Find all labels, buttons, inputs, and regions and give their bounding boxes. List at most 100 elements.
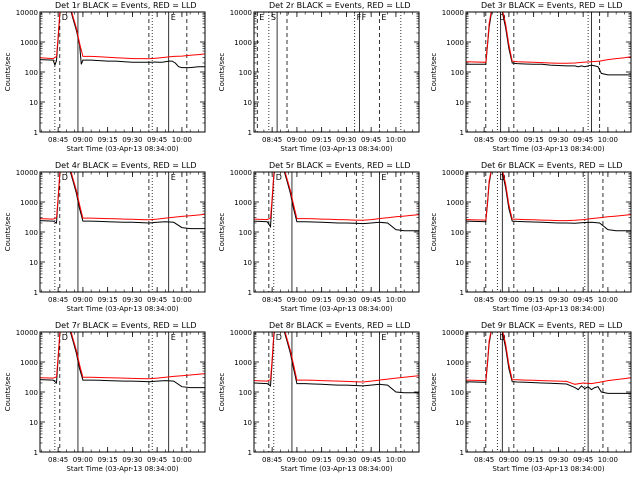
y-tick-label: 1000 xyxy=(20,39,38,47)
chart-title: Det 8r BLACK = Events, RED = LLD xyxy=(269,321,411,330)
x-tick-label: 09:00 xyxy=(73,136,93,144)
y-axis-label: Counts/sec xyxy=(218,53,226,92)
plot-frame xyxy=(253,11,420,133)
plot-frame xyxy=(465,171,632,293)
x-axis-label: Start Time (03-Apr-13 08:34:00) xyxy=(492,465,604,473)
x-tick-label: 09:45 xyxy=(147,456,167,464)
x-tick-label: 09:15 xyxy=(524,456,544,464)
x-tick-label: 08:45 xyxy=(262,296,282,304)
chart-panel: Det 1r BLACK = Events, RED = LLD 1 10 100 10… xyxy=(4,1,206,153)
x-axis-label: Start Time (03-Apr-13 08:34:00) xyxy=(280,465,392,473)
chart-title: Det 2r BLACK = Events, RED = LLD xyxy=(269,1,411,10)
y-tick-label: 1 xyxy=(34,129,38,137)
lld-series-line xyxy=(40,172,205,221)
events-series-line xyxy=(254,172,419,232)
y-tick-label: 1 xyxy=(248,129,252,137)
event-marker-label: E xyxy=(171,13,176,22)
x-tick-label: 09:00 xyxy=(287,136,307,144)
y-tick-label: 1000 xyxy=(234,359,252,367)
lld-series-line xyxy=(466,12,631,64)
lld-series-line xyxy=(466,172,631,222)
x-axis-label: Start Time (03-Apr-13 08:34:00) xyxy=(492,305,604,313)
x-tick-label: 09:45 xyxy=(361,136,381,144)
chart-title: Det 5r BLACK = Events, RED = LLD xyxy=(269,161,411,170)
lld-series-line xyxy=(254,172,419,221)
y-tick-label: 1 xyxy=(34,449,38,457)
chart-panel: Det 3r BLACK = Events, RED = LLD 1 10 100 10… xyxy=(430,1,632,153)
plot-frame xyxy=(253,331,420,453)
x-tick-label: 09:15 xyxy=(312,296,332,304)
x-tick-label: 09:00 xyxy=(499,136,519,144)
y-tick-label: 100 xyxy=(451,389,464,397)
x-tick-label: 09:15 xyxy=(312,136,332,144)
y-tick-label: 10 xyxy=(29,259,38,267)
x-tick-label: 10:00 xyxy=(386,456,406,464)
y-axis-label: Counts/sec xyxy=(218,213,226,252)
y-tick-label: 1000 xyxy=(446,359,464,367)
y-tick-label: 100 xyxy=(239,389,252,397)
events-series-line xyxy=(254,332,419,394)
plot-frame xyxy=(39,11,206,133)
x-tick-label: 09:30 xyxy=(548,136,568,144)
events-series-line xyxy=(466,12,631,76)
event-marker-label: D xyxy=(62,173,68,182)
x-tick-label: 08:45 xyxy=(48,296,68,304)
x-tick-label: 08:45 xyxy=(474,136,494,144)
y-tick-label: 100 xyxy=(25,389,38,397)
chart-title: Det 7r BLACK = Events, RED = LLD xyxy=(55,321,197,330)
x-tick-label: 09:15 xyxy=(312,456,332,464)
y-tick-label: 10000 xyxy=(442,329,464,337)
x-axis-label: Start Time (03-Apr-13 08:34:00) xyxy=(66,145,178,153)
x-tick-label: 08:45 xyxy=(474,456,494,464)
chart-title: Det 6r BLACK = Events, RED = LLD xyxy=(481,161,623,170)
lld-series-line xyxy=(254,332,419,383)
x-tick-label: 09:15 xyxy=(524,136,544,144)
event-marker-label: D xyxy=(499,13,505,22)
events-series-line xyxy=(40,172,205,230)
y-axis-label: Counts/sec xyxy=(430,373,438,412)
x-tick-label: 10:00 xyxy=(598,136,618,144)
y-tick-label: 100 xyxy=(239,229,252,237)
y-tick-label: 1 xyxy=(248,289,252,297)
chart-title: Det 3r BLACK = Events, RED = LLD xyxy=(481,1,623,10)
y-tick-label: 1 xyxy=(460,129,464,137)
plot-frame xyxy=(253,171,420,293)
y-tick-label: 10000 xyxy=(230,329,252,337)
x-tick-label: 09:30 xyxy=(336,296,356,304)
y-tick-label: 10 xyxy=(455,419,464,427)
y-tick-label: 10000 xyxy=(230,9,252,17)
y-tick-label: 1000 xyxy=(234,39,252,47)
y-tick-label: 10 xyxy=(29,419,38,427)
events-series-line xyxy=(40,332,205,389)
x-tick-label: 09:45 xyxy=(147,296,167,304)
y-axis-label: Counts/sec xyxy=(4,53,12,92)
chart-panel: Det 4r BLACK = Events, RED = LLD 1 10 100 10… xyxy=(4,161,206,313)
y-tick-label: 1 xyxy=(460,289,464,297)
y-tick-label: 10 xyxy=(243,419,252,427)
x-tick-label: 08:45 xyxy=(262,136,282,144)
x-tick-label: 09:45 xyxy=(573,456,593,464)
chart-panel: Det 8r BLACK = Events, RED = LLD 1 10 100 10… xyxy=(218,321,420,473)
plot-frame xyxy=(39,331,206,453)
x-tick-label: 09:45 xyxy=(361,456,381,464)
y-tick-label: 1 xyxy=(34,289,38,297)
y-tick-label: 100 xyxy=(239,69,252,77)
x-tick-label: 08:45 xyxy=(262,456,282,464)
chart-panel: Det 5r BLACK = Events, RED = LLD 1 10 100 10… xyxy=(218,161,420,313)
x-tick-label: 09:30 xyxy=(122,136,142,144)
x-tick-label: 09:00 xyxy=(287,456,307,464)
x-tick-label: 09:00 xyxy=(499,296,519,304)
x-tick-label: 09:00 xyxy=(287,296,307,304)
x-tick-label: 09:00 xyxy=(73,456,93,464)
x-tick-label: 10:00 xyxy=(172,296,192,304)
event-marker-label: E xyxy=(171,333,176,342)
y-tick-label: 10000 xyxy=(442,169,464,177)
event-marker-label: E xyxy=(381,333,386,342)
chart-title: Det 4r BLACK = Events, RED = LLD xyxy=(55,161,197,170)
x-tick-label: 10:00 xyxy=(598,296,618,304)
y-axis-label: Counts/sec xyxy=(218,373,226,412)
lld-series-line xyxy=(40,332,205,380)
chart-panel: Det 2r BLACK = Events, RED = LLD 1 10 100 10… xyxy=(218,1,420,153)
x-axis-label: Start Time (03-Apr-13 08:34:00) xyxy=(280,305,392,313)
